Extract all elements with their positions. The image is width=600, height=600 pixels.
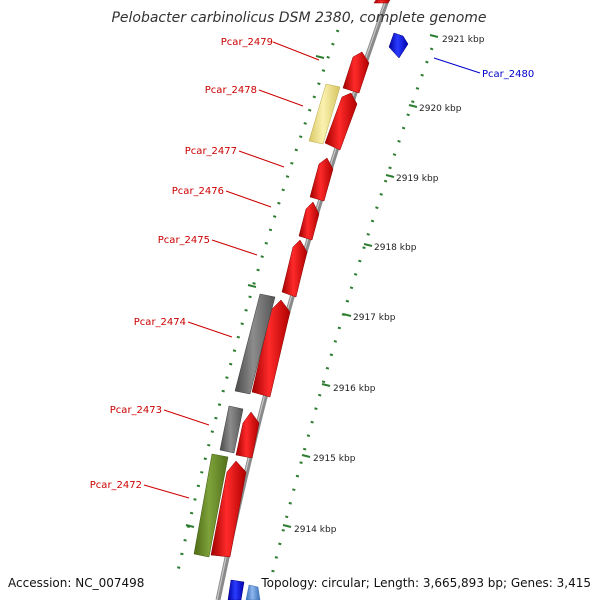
gene-label: Pcar_2472: [90, 480, 142, 491]
forward-strand-genes: [210, 0, 391, 558]
gene-label: Pcar_2473: [110, 405, 162, 416]
accession-label: Accession: NC_007498: [8, 576, 144, 590]
gene-feature: [281, 239, 308, 298]
tick-labels: 2921 kbp 2920 kbp 2919 kbp 2918 kbp 2917…: [294, 35, 485, 535]
tick-mark: [185, 524, 195, 528]
gene-feature: [210, 460, 247, 558]
topology-label: Topology: circular; Length: 3,665,893 bp…: [260, 576, 591, 590]
major-ticks: [185, 34, 439, 528]
tick-label: 2917 kbp: [353, 313, 396, 323]
gene-label: Pcar_2479: [221, 37, 273, 48]
gene-label: Pcar_2476: [172, 186, 224, 197]
outer-tick-ring: [175, 29, 340, 576]
tick-mark: [315, 55, 325, 59]
gene-labels: Pcar_2479 Pcar_2478 Pcar_2477 Pcar_2476 …: [90, 37, 273, 491]
leader-line: [272, 41, 320, 61]
leader-line: [258, 89, 304, 107]
tick-label: 2920 kbp: [419, 104, 462, 114]
label-leaders: [143, 41, 320, 499]
leader-line-reverse: [433, 57, 481, 74]
tick-label: 2919 kbp: [396, 174, 439, 184]
leader-line: [187, 321, 233, 338]
leader-line: [238, 150, 285, 168]
pseudo-gene-yellow: [308, 83, 341, 145]
tick-mark: [363, 243, 373, 247]
tick-mark: [408, 104, 418, 108]
gene-label-reverse: Pcar_2480: [482, 69, 534, 80]
gene-feature: [309, 157, 334, 202]
gene-feature: [235, 411, 260, 459]
gene-feature-blue: [227, 579, 245, 600]
gene-feature: [373, 0, 391, 4]
tick-label: 2921 kbp: [442, 35, 485, 45]
gene-feature-olive: [193, 453, 229, 558]
tick-mark: [282, 524, 292, 528]
gene-feature-blue: [388, 32, 409, 59]
tick-label: 2915 kbp: [313, 454, 356, 464]
gene-feature: [324, 92, 358, 151]
gene-label: Pcar_2475: [158, 235, 210, 246]
tick-label: 2918 kbp: [374, 243, 417, 253]
map-title: Pelobacter carbinolicus DSM 2380, comple…: [111, 10, 486, 26]
tick-mark: [385, 174, 395, 178]
tick-label: 2916 kbp: [333, 384, 376, 394]
leader-line: [143, 484, 190, 499]
tick-mark: [321, 383, 331, 387]
gene-feature-gray: [234, 293, 276, 395]
gene-feature-gray: [219, 405, 244, 454]
leader-line: [163, 409, 210, 426]
inner-tick-ring: [270, 47, 434, 576]
gene-feature-lightblue: [245, 584, 261, 600]
gene-label: Pcar_2474: [134, 317, 186, 328]
leader-line: [225, 190, 272, 208]
tick-label: 2914 kbp: [294, 525, 337, 535]
tick-mark: [429, 34, 439, 38]
gene-feature: [342, 51, 370, 94]
leader-line: [211, 239, 258, 256]
gene-label: Pcar_2477: [185, 146, 237, 157]
tick-mark: [301, 454, 311, 458]
gene-feature: [298, 201, 320, 241]
tick-mark: [247, 284, 257, 288]
gene-label: Pcar_2478: [205, 85, 257, 96]
tick-mark: [342, 313, 352, 317]
